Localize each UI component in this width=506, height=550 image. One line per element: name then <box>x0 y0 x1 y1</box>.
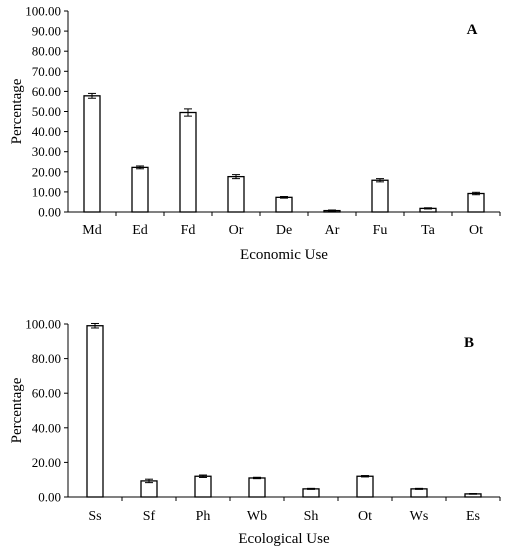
x-tick-label-ot: Ot <box>358 509 372 524</box>
y-tick-label: 70.00 <box>32 64 61 79</box>
bar-ph <box>194 475 212 498</box>
y-tick-label: 80.00 <box>32 351 61 366</box>
y-tick-label: 100.00 <box>25 4 61 19</box>
x-tick-label-ws: Ws <box>410 509 429 524</box>
y-tick-label: 60.00 <box>32 84 61 99</box>
y-tick-label: 10.00 <box>32 184 61 199</box>
y-tick-label: 20.00 <box>32 164 61 179</box>
x-tick-label-wb: Wb <box>247 509 267 524</box>
x-axis-label: Ecological Use <box>238 531 330 547</box>
y-tick-label: 50.00 <box>32 104 61 119</box>
y-tick-label: 40.00 <box>32 420 61 435</box>
y-axis-label: Percentage <box>9 377 25 443</box>
y-tick-label: 30.00 <box>32 144 61 159</box>
bar-ws <box>410 488 428 498</box>
bar-md <box>83 95 101 213</box>
y-axis-label: Percentage <box>9 78 25 144</box>
x-tick-label-fu: Fu <box>373 223 388 238</box>
y-tick-label: 100.00 <box>25 317 61 332</box>
bar-ot <box>356 475 374 498</box>
x-tick-label-or: Or <box>229 223 244 238</box>
y-tick-label: 20.00 <box>32 455 61 470</box>
bar-or <box>227 175 245 213</box>
x-tick-label-es: Es <box>466 509 480 524</box>
x-tick-label-ar: Ar <box>325 223 340 238</box>
x-tick-label-fd: Fd <box>181 223 196 238</box>
panel-letter: A <box>467 22 478 38</box>
y-tick-label: 40.00 <box>32 124 61 139</box>
bar-wb <box>248 477 266 498</box>
x-tick-label-ph: Ph <box>196 509 211 524</box>
bar-ot <box>467 192 485 213</box>
x-axis-label: Economic Use <box>240 247 328 263</box>
y-tick-label: 80.00 <box>32 44 61 59</box>
bar-sf <box>140 480 158 498</box>
x-tick-label-ed: Ed <box>132 223 148 238</box>
bar-sh <box>302 488 320 498</box>
bar-fd <box>179 111 197 213</box>
bar-de <box>275 196 293 213</box>
bar-ed <box>131 166 149 213</box>
y-tick-label: 0.00 <box>38 490 61 505</box>
y-tick-label: 0.00 <box>38 205 61 220</box>
x-tick-label-sf: Sf <box>143 509 156 524</box>
bar-ss <box>86 325 104 498</box>
y-tick-label: 90.00 <box>32 24 61 39</box>
x-tick-label-de: De <box>276 223 292 238</box>
chart-panel-a: 0.00 10.00 20.00 30.00 40.00 50.00 60.00 70.00 8… <box>9 4 501 263</box>
x-tick-label-ss: Ss <box>88 509 101 524</box>
x-tick-label-md: Md <box>82 223 101 238</box>
x-tick-label-ta: Ta <box>421 223 436 238</box>
x-tick-label-sh: Sh <box>304 509 319 524</box>
x-tick-label-ot: Ot <box>469 223 483 238</box>
y-tick-label: 60.00 <box>32 386 61 401</box>
bar-fu <box>371 179 389 213</box>
panel-letter: B <box>464 335 474 351</box>
chart-panel-b: 0.00 20.00 40.00 60.00 80.00 100.00 Ss Sf Ph Wb Sh… <box>9 317 501 547</box>
